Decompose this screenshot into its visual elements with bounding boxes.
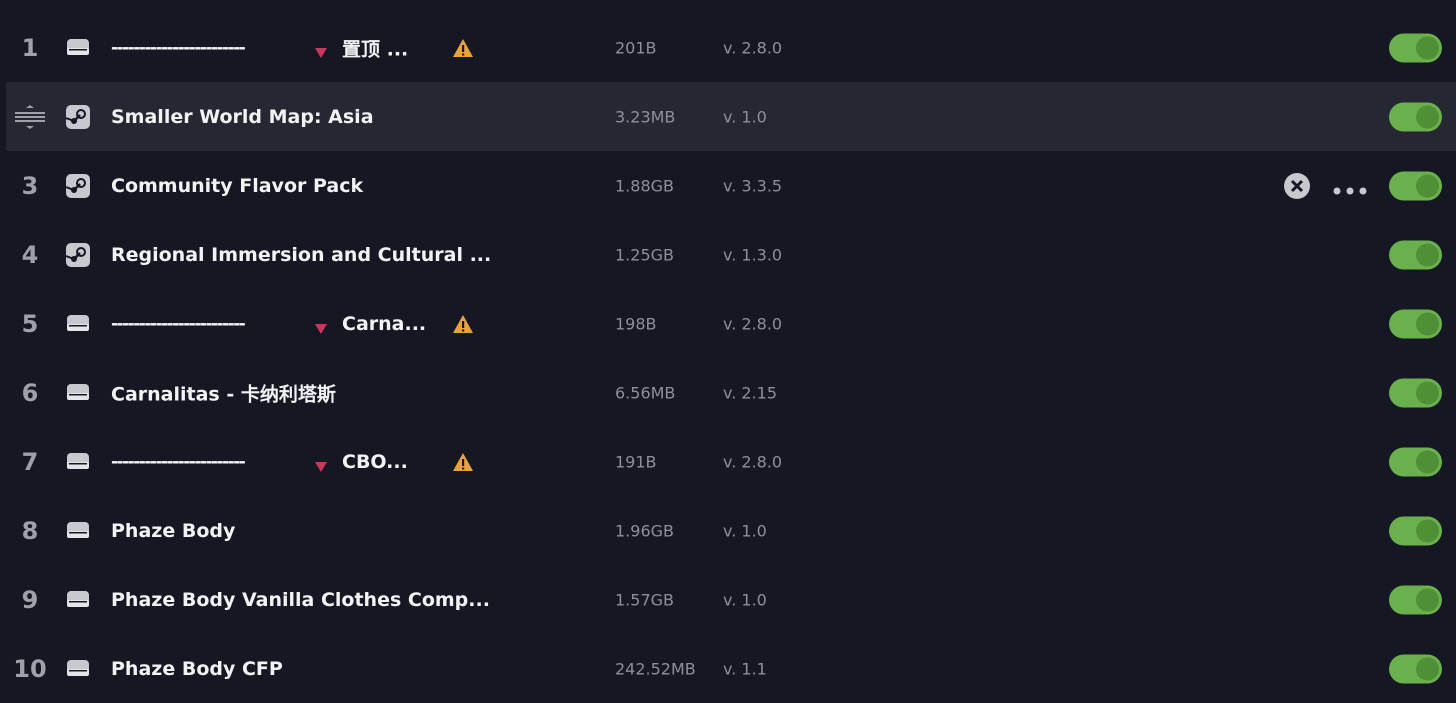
toggle-knob[interactable] [1416,588,1439,611]
mod-size: 1.96GB [615,521,674,540]
warning-icon [452,38,474,58]
local-icon [66,657,90,681]
collapse-arrow[interactable] [315,457,327,472]
enable-toggle[interactable] [1389,585,1442,614]
enable-toggle[interactable] [1389,516,1442,545]
mod-version: v. 1.3.0 [723,245,783,264]
steam-icon [65,242,90,267]
enable-toggle[interactable] [1389,378,1442,407]
toggle-knob[interactable] [1416,243,1439,266]
local-icon [66,588,90,612]
enable-toggle[interactable] [1389,447,1442,476]
toggle-knob[interactable] [1416,519,1439,542]
mod-version: v. 2.8.0 [723,314,783,333]
row-index: 9 [21,585,39,614]
toggle-knob[interactable] [1416,381,1439,404]
mod-name: Community Flavor Pack [111,174,364,197]
mod-row[interactable]: 6 Carnalitas - 卡纳利塔斯 6.56MB v. 2.15 [6,358,1456,427]
mod-version: v. 1.0 [723,590,767,609]
mod-row[interactable]: 10 Phaze Body CFP 242.52MB v. 1.1 [6,634,1456,703]
mod-version: v. 3.3.5 [723,176,783,195]
mod-version: v. 2.8.0 [723,38,783,57]
mod-size: 191B [615,452,657,471]
collapse-arrow[interactable] [315,43,327,58]
local-icon [66,519,90,543]
warning-icon [452,314,474,334]
enable-toggle[interactable] [1389,309,1442,338]
mod-version: v. 1.0 [723,107,767,126]
local-icon [66,450,90,474]
mod-name: Phaze Body CFP [111,657,283,680]
mod-name: Phaze Body [111,519,236,542]
row-index: 8 [21,516,39,545]
mod-size: 198B [615,314,657,333]
mod-row[interactable]: 4 Regional Immersion and Cultural ... 1.25… [6,220,1456,289]
row-index: 1 [21,33,39,62]
separator-name: Carna... [342,312,427,335]
mod-row[interactable]: 3 Community Flavor Pack 1.88GB v. 3.3.5 [6,151,1456,220]
enable-toggle[interactable] [1389,240,1442,269]
enable-toggle[interactable] [1389,102,1442,131]
toggle-knob[interactable] [1416,105,1439,128]
remove-button[interactable] [1283,172,1311,200]
mod-size: 3.23MB [615,107,676,126]
separator-dashes: ------------------------ [111,37,246,58]
enable-toggle[interactable] [1389,654,1442,683]
drag-handle[interactable] [14,104,46,130]
mod-size: 1.25GB [615,245,674,264]
mod-size: 6.56MB [615,383,676,402]
separator-name: 置顶 ... [342,38,409,60]
mod-version: v. 2.8.0 [723,452,783,471]
mod-row[interactable]: 5 ------------------------ Carna... 198B v. … [6,289,1456,358]
mod-row[interactable]: 9 Phaze Body Vanilla Clothes Comp... 1.57G… [6,565,1456,634]
mod-size: 242.52MB [615,659,696,678]
more-button[interactable] [1332,181,1368,194]
mod-row[interactable]: Smaller World Map: Asia 3.23MB v. 1.0 [6,82,1456,151]
mod-name: Phaze Body Vanilla Clothes Comp... [111,588,490,611]
local-icon [66,36,90,60]
mod-name: Regional Immersion and Cultural ... [111,243,492,266]
local-icon [66,381,90,405]
row-index: 4 [21,240,39,269]
steam-icon [65,104,90,129]
row-index: 7 [21,447,39,476]
enable-toggle[interactable] [1389,171,1442,200]
separator-dashes: ------------------------ [111,451,246,472]
enable-toggle[interactable] [1389,33,1442,62]
mod-row[interactable]: 8 Phaze Body 1.96GB v. 1.0 [6,496,1456,565]
toggle-knob[interactable] [1416,657,1439,680]
mod-row[interactable]: 7 ------------------------ CBO... 191B v. 2.… [6,427,1456,496]
warning-icon [452,452,474,472]
collapse-arrow[interactable] [315,319,327,334]
mod-name: Carnalitas - 卡纳利塔斯 [111,383,336,405]
toggle-knob[interactable] [1416,312,1439,335]
steam-icon [65,173,90,198]
row-index: 5 [21,309,39,338]
toggle-knob[interactable] [1416,36,1439,59]
row-index: 10 [13,654,47,683]
mod-name: Smaller World Map: Asia [111,105,374,128]
local-icon [66,312,90,336]
separator-name: CBO... [342,450,408,473]
toggle-knob[interactable] [1416,174,1439,197]
separator-dashes: ------------------------ [111,313,246,334]
mod-version: v. 2.15 [723,383,778,402]
toggle-knob[interactable] [1416,450,1439,473]
mod-size: 1.88GB [615,176,674,195]
mod-version: v. 1.1 [723,659,767,678]
mod-size: 1.57GB [615,590,674,609]
row-index: 3 [21,171,39,200]
row-index: 6 [21,378,39,407]
mod-size: 201B [615,38,657,57]
mod-row[interactable]: 1 ------------------------ 置顶 ... 201B v. 2.… [6,13,1456,82]
mod-version: v. 1.0 [723,521,767,540]
